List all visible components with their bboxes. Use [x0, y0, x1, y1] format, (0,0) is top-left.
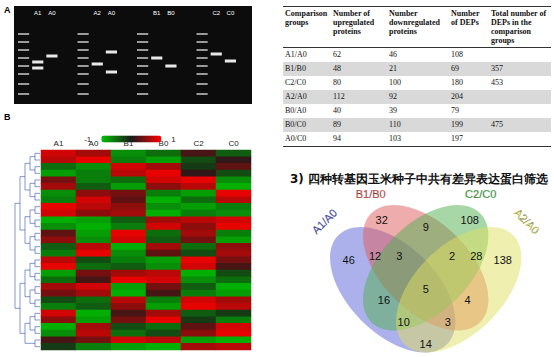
html-text:453: 453 [491, 78, 503, 87]
svg-text:1: 1 [171, 135, 176, 144]
html-text:B0/A0: B0/A0 [285, 106, 307, 115]
html-text:Comparison groups: Comparison groups [285, 9, 328, 27]
html-text:199: 199 [451, 120, 463, 129]
svg-text:2: 2 [449, 250, 455, 262]
svg-text:C2: C2 [212, 10, 220, 16]
html-text:Number downregulated proteins: Number downregulated proteins [389, 9, 440, 36]
html-text:48: 48 [333, 64, 341, 73]
svg-text:3: 3 [396, 250, 402, 262]
svg-text:14: 14 [420, 338, 432, 350]
html-text:89: 89 [333, 120, 341, 129]
html-text:Number of DEPs: Number of DEPs [451, 9, 480, 27]
html-text:Total number of DEPs in the co: Total number of DEPs in the comparison g… [491, 9, 547, 45]
svg-text:3: 3 [445, 316, 451, 328]
html-text:21: 21 [389, 64, 397, 73]
html-text:79: 79 [451, 106, 459, 115]
svg-text:A2/A0: A2/A0 [512, 207, 542, 237]
svg-text:C0: C0 [227, 10, 235, 16]
html-text:80: 80 [333, 78, 341, 87]
html-text:204: 204 [451, 92, 463, 101]
svg-text:A1: A1 [54, 139, 64, 148]
svg-text:108: 108 [461, 214, 479, 226]
html-text:B0/C0: B0/C0 [285, 120, 306, 129]
html-text:110: 110 [389, 120, 401, 129]
svg-text:5: 5 [423, 283, 429, 295]
html-text:94: 94 [333, 134, 341, 143]
svg-text:28: 28 [470, 250, 482, 262]
html-text:46: 46 [389, 50, 397, 59]
html-text:39: 39 [389, 106, 397, 115]
svg-text:10: 10 [398, 316, 410, 328]
svg-text:4: 4 [464, 294, 470, 306]
svg-text:B1/B0: B1/B0 [356, 188, 386, 200]
html-text:108: 108 [451, 50, 463, 59]
svg-text:12: 12 [369, 250, 381, 262]
svg-text:46: 46 [343, 254, 355, 266]
html-text:180: 180 [451, 78, 463, 87]
svg-text:B1: B1 [123, 138, 134, 148]
svg-text:A0: A0 [108, 10, 116, 16]
html-text:100: 100 [389, 78, 401, 87]
svg-text:A0: A0 [88, 138, 99, 148]
html-text:B1/B0: B1/B0 [285, 64, 306, 73]
html-text:A2/A0: A2/A0 [285, 92, 307, 101]
svg-text:32: 32 [376, 214, 388, 226]
html-text:357: 357 [491, 64, 503, 73]
html-text:Number of upregulated proteins: Number of upregulated proteins [333, 9, 375, 36]
svg-text:C2/C0: C2/C0 [465, 188, 496, 200]
svg-text:C2: C2 [193, 139, 204, 148]
svg-text:-1: -1 [84, 135, 92, 144]
html-text:475: 475 [491, 120, 503, 129]
html-text:112: 112 [333, 92, 345, 101]
svg-text:B: B [4, 112, 11, 122]
svg-text:16: 16 [378, 294, 390, 306]
html-text:A1/A0: A1/A0 [285, 50, 307, 59]
svg-text:B0: B0 [158, 138, 169, 148]
svg-text:A2: A2 [94, 10, 102, 16]
svg-text:A1/A0: A1/A0 [310, 207, 340, 237]
svg-text:9: 9 [423, 221, 429, 233]
html-text:197: 197 [451, 134, 463, 143]
svg-text:A1: A1 [34, 10, 42, 16]
svg-text:3) 四种转基因玉米种子中共有差异表达蛋白筛选: 3) 四种转基因玉米种子中共有差异表达蛋白筛选 [290, 172, 548, 186]
html-text:C2/C0: C2/C0 [285, 78, 306, 87]
html-text:A0/C0: A0/C0 [285, 134, 307, 143]
svg-text:B0: B0 [167, 10, 175, 16]
svg-text:138: 138 [494, 254, 512, 266]
svg-text:C0: C0 [228, 139, 239, 148]
svg-text:A: A [4, 5, 11, 15]
svg-text:B1: B1 [153, 10, 161, 16]
svg-text:A0: A0 [48, 10, 56, 16]
html-text:62: 62 [333, 50, 341, 59]
html-text:92: 92 [389, 92, 397, 101]
html-text:40: 40 [333, 106, 341, 115]
html-text:69: 69 [451, 64, 459, 73]
html-text:103: 103 [389, 134, 401, 143]
